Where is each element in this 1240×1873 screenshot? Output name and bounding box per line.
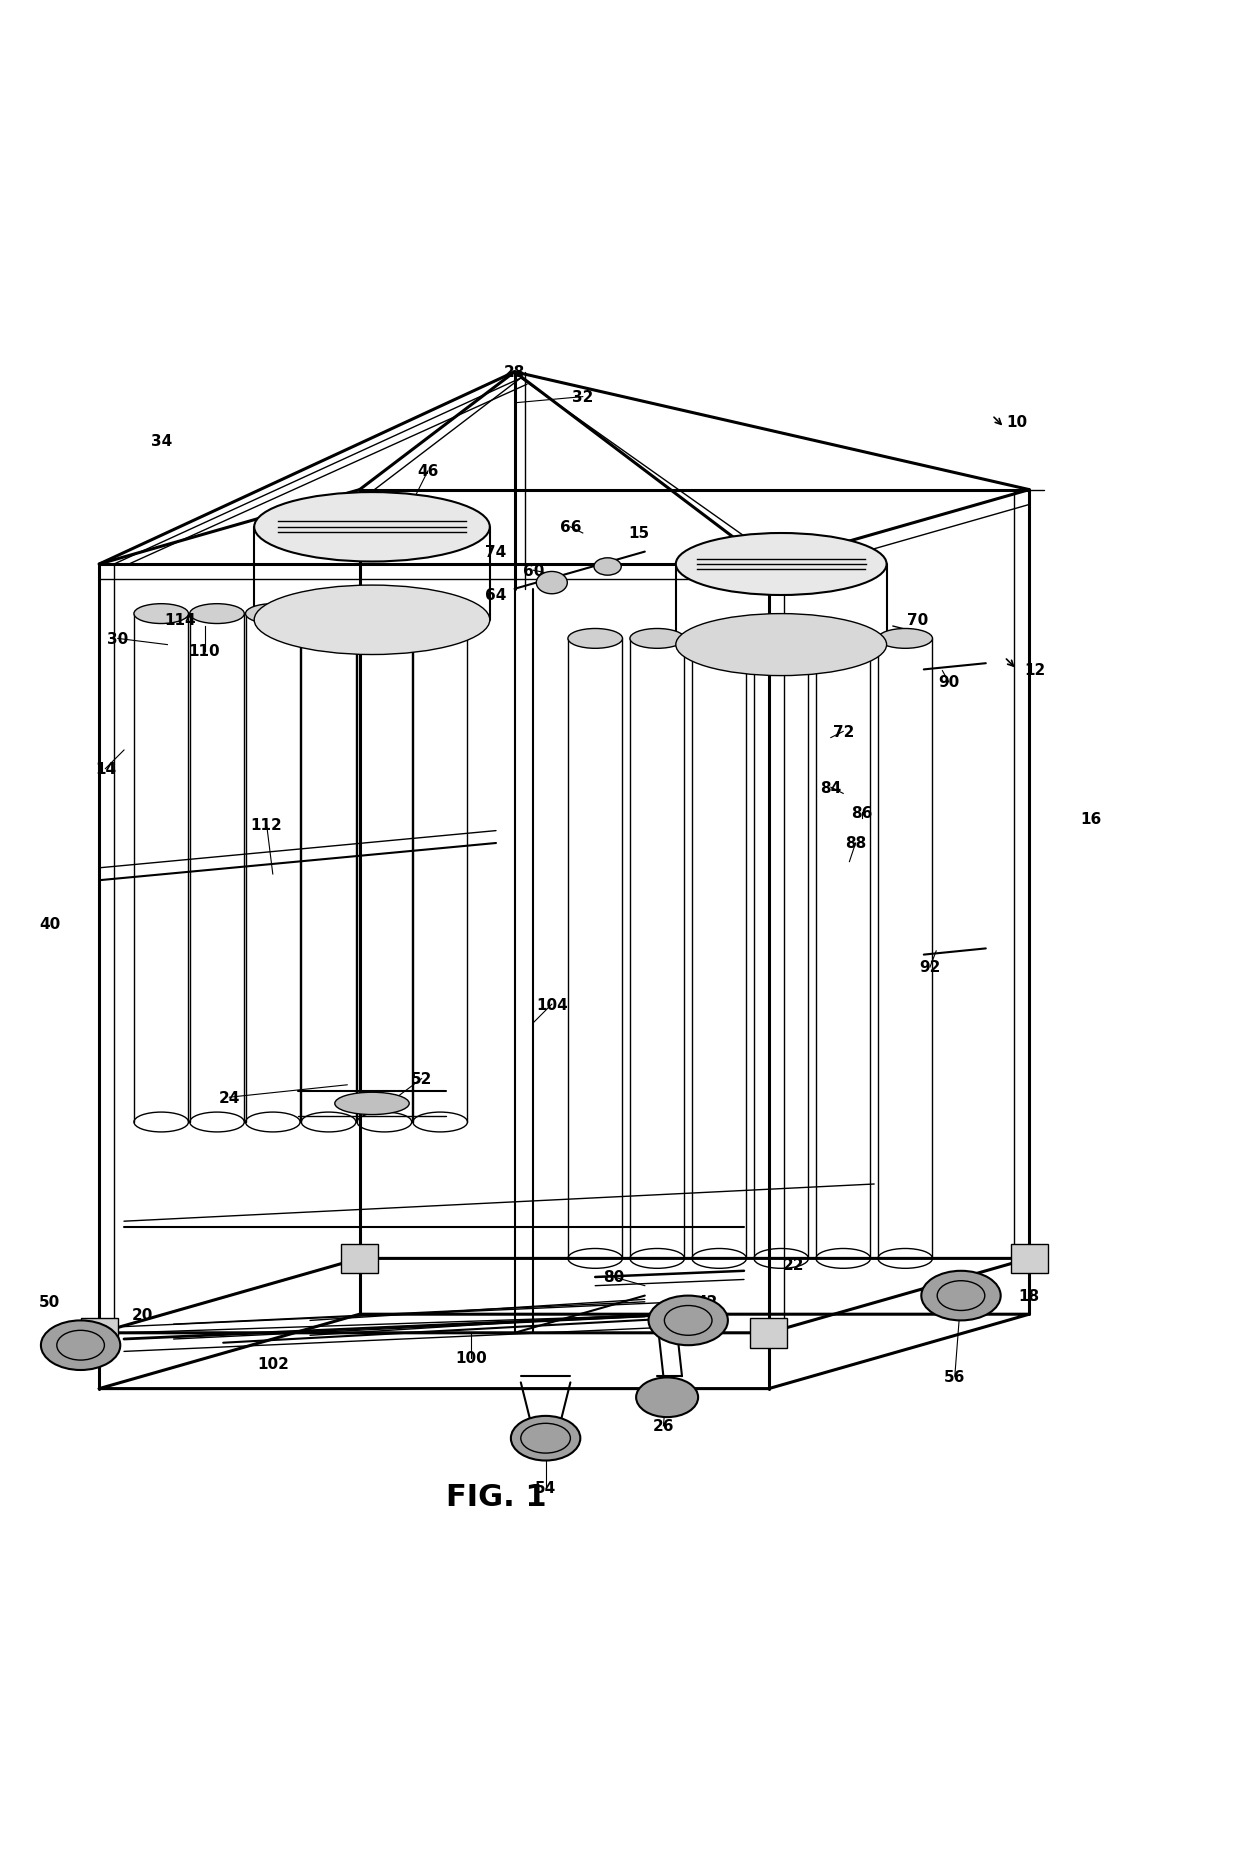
Text: 18: 18 — [1018, 1289, 1040, 1304]
Text: 84: 84 — [820, 781, 842, 796]
Text: 16: 16 — [1080, 811, 1102, 826]
Ellipse shape — [649, 1296, 728, 1345]
Ellipse shape — [511, 1416, 580, 1461]
Text: 72: 72 — [832, 725, 854, 740]
Ellipse shape — [357, 605, 412, 624]
Bar — [341, 1244, 378, 1274]
Text: 74: 74 — [485, 545, 507, 560]
Text: 34: 34 — [150, 433, 172, 448]
Text: 28: 28 — [503, 365, 526, 380]
Text: 104: 104 — [536, 996, 568, 1011]
Ellipse shape — [254, 493, 490, 562]
Ellipse shape — [301, 605, 356, 624]
Text: 62: 62 — [733, 539, 755, 554]
Text: 54: 54 — [534, 1480, 557, 1495]
Text: 40: 40 — [38, 916, 61, 931]
Text: 68: 68 — [844, 556, 867, 571]
Text: 64: 64 — [485, 588, 507, 603]
Text: 42: 42 — [696, 1294, 718, 1309]
Text: 15: 15 — [627, 526, 650, 541]
Bar — [1011, 1244, 1048, 1274]
Ellipse shape — [630, 629, 684, 648]
Text: 92: 92 — [919, 961, 941, 976]
Ellipse shape — [676, 614, 887, 676]
Ellipse shape — [636, 1379, 698, 1418]
Bar — [81, 1319, 118, 1349]
Ellipse shape — [676, 534, 887, 596]
Text: 20: 20 — [131, 1307, 154, 1322]
Ellipse shape — [921, 1272, 1001, 1320]
Text: 114: 114 — [164, 612, 196, 627]
Text: 22: 22 — [782, 1257, 805, 1272]
Text: 100: 100 — [455, 1350, 487, 1365]
Ellipse shape — [754, 629, 808, 648]
Text: 44: 44 — [1018, 1246, 1040, 1261]
Ellipse shape — [594, 558, 621, 575]
Text: 112: 112 — [250, 817, 283, 832]
Text: 66: 66 — [559, 521, 582, 536]
Text: 86: 86 — [851, 805, 873, 820]
Text: 56: 56 — [944, 1369, 966, 1384]
Text: 24: 24 — [218, 1090, 241, 1105]
Text: 36: 36 — [826, 569, 848, 584]
Ellipse shape — [134, 605, 188, 624]
Ellipse shape — [41, 1320, 120, 1371]
Text: 60: 60 — [522, 564, 544, 579]
Text: 46: 46 — [417, 465, 439, 479]
Text: 80: 80 — [603, 1270, 625, 1285]
Ellipse shape — [536, 571, 567, 594]
Ellipse shape — [878, 629, 932, 648]
Text: 70: 70 — [906, 612, 929, 627]
Text: 12: 12 — [1024, 663, 1047, 678]
Ellipse shape — [816, 629, 870, 648]
Text: 52: 52 — [410, 1071, 433, 1086]
Text: 14: 14 — [94, 762, 117, 777]
Ellipse shape — [254, 586, 490, 656]
Ellipse shape — [246, 605, 300, 624]
Text: 102: 102 — [257, 1356, 289, 1371]
Text: 110: 110 — [188, 644, 221, 659]
Text: 10: 10 — [1006, 414, 1028, 429]
Ellipse shape — [335, 1092, 409, 1114]
Text: 30: 30 — [107, 631, 129, 646]
Ellipse shape — [568, 629, 622, 648]
Text: 32: 32 — [572, 390, 594, 405]
Text: 90: 90 — [937, 674, 960, 689]
Text: 26: 26 — [652, 1418, 675, 1433]
Text: FIG. 1: FIG. 1 — [445, 1482, 547, 1512]
Bar — [750, 1319, 787, 1349]
Ellipse shape — [692, 629, 746, 648]
Text: 50: 50 — [38, 1294, 61, 1309]
Ellipse shape — [190, 605, 244, 624]
Text: 88: 88 — [844, 835, 867, 850]
Ellipse shape — [413, 605, 467, 624]
